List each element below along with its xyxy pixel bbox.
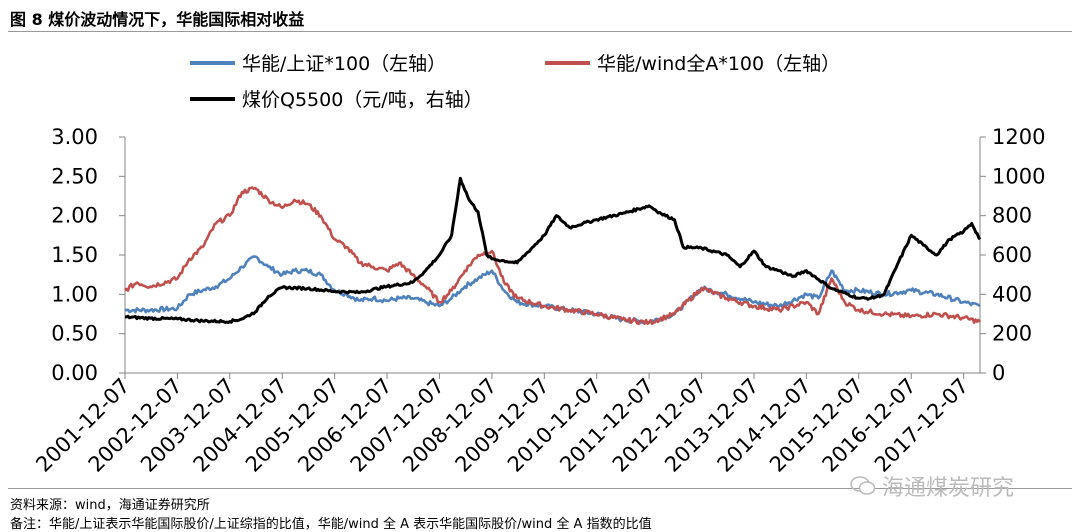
title-divider	[8, 31, 1072, 32]
line-chart: 华能/上证*100（左轴） 华能/wind全A*100（左轴） 煤价Q5500（元/…	[31, 53, 1045, 477]
right-tick-label: 1200	[992, 125, 1045, 149]
right-tick-label: 200	[992, 322, 1032, 346]
left-tick-label: 1.50	[51, 243, 98, 267]
legend-label-1: 华能/上证*100（左轴）	[242, 53, 446, 75]
left-tick-label: 0.50	[51, 322, 98, 346]
left-tick-label: 0.00	[51, 361, 98, 385]
watermark: 海通煤炭研究	[850, 470, 1014, 502]
source-note: 资料来源：wind，海通证券研究所	[10, 498, 210, 513]
series-line-2	[124, 186, 981, 326]
left-tick-label: 2.00	[51, 204, 98, 228]
right-tick-label: 400	[992, 282, 1032, 306]
left-tick-label: 1.00	[51, 282, 98, 306]
figure-title: 图 8 煤价波动情况下，华能国际相对收益	[10, 10, 305, 29]
legend-label-3: 煤价Q5500（元/吨，右轴）	[242, 89, 483, 111]
legend: 华能/上证*100（左轴） 华能/wind全A*100（左轴） 煤价Q5500（元/…	[190, 53, 840, 111]
wechat-icon	[850, 476, 876, 495]
right-tick-label: 600	[992, 243, 1032, 267]
legend-label-2: 华能/wind全A*100（左轴）	[597, 53, 840, 75]
left-tick-label: 3.00	[51, 125, 98, 149]
right-tick-label: 1000	[992, 164, 1045, 188]
remark-note: 备注：华能/上证表示华能国际股价/上证综指的比值，华能/wind 全 A 表示华…	[10, 517, 652, 532]
left-tick-label: 2.50	[51, 164, 98, 188]
series-group	[124, 176, 982, 326]
watermark-text: 海通煤炭研究	[882, 476, 1015, 501]
right-tick-label: 0	[992, 361, 1005, 385]
footer-divider	[8, 488, 1072, 489]
right-tick-label: 800	[992, 204, 1032, 228]
series-line-3	[125, 176, 982, 324]
